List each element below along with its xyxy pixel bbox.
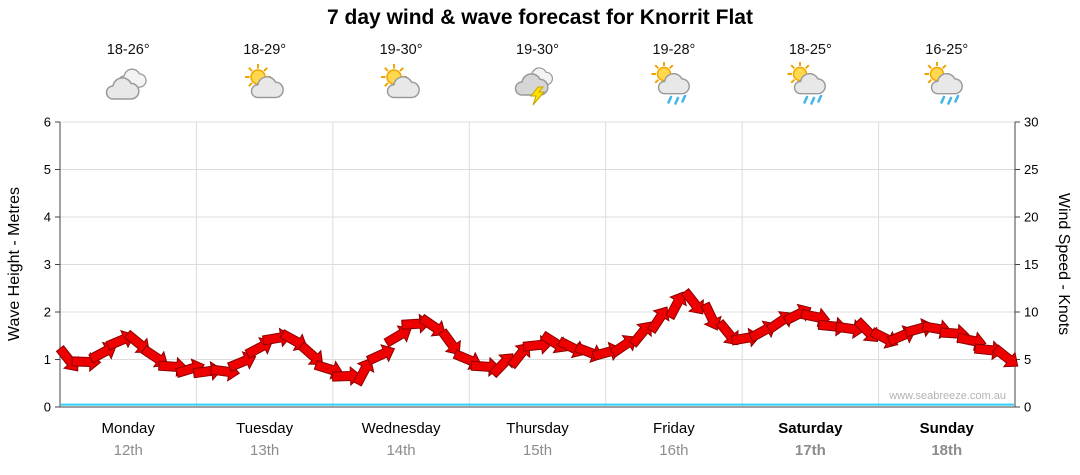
day-temp: 19-28°	[652, 42, 696, 58]
thunderstorm-icon	[469, 60, 605, 110]
day-name-label: Monday	[101, 419, 155, 437]
watermark: www.seabreeze.com.au	[889, 390, 1006, 402]
svg-text:25: 25	[1024, 162, 1038, 177]
sun-showers-icon	[742, 60, 878, 110]
day-temp: 18-25°	[788, 42, 832, 58]
partly-cloudy-icon	[196, 60, 332, 110]
cloudy-icon	[60, 60, 196, 110]
svg-text:0: 0	[44, 400, 51, 415]
svg-text:4: 4	[44, 210, 51, 225]
day-date-label: 17th	[794, 441, 826, 459]
right-axis-title: Wind Speed - Knots	[1055, 192, 1072, 336]
day-name-label: Saturday	[778, 419, 843, 437]
axes: 0 1 2 3 4 5 6 0 5 10 15 20 25 30	[44, 115, 1039, 415]
svg-text:1: 1	[44, 352, 51, 367]
partly-cloudy-icon	[333, 60, 469, 110]
day-names-row: Monday Tuesday Wednesday Thursday Friday Satu…	[60, 418, 1015, 438]
day-date-label: 15th	[522, 441, 553, 459]
svg-text:10: 10	[1024, 305, 1038, 320]
svg-text:0: 0	[1024, 400, 1031, 415]
day-date-label: 12th	[113, 441, 143, 459]
left-axis-title: Wave Height - Metres	[6, 186, 23, 342]
day-temp: 19-30°	[516, 42, 559, 58]
svg-text:5: 5	[44, 162, 51, 177]
svg-text:2: 2	[44, 305, 51, 320]
day-name-label: Friday	[653, 419, 695, 437]
day-temp: 18-29°	[243, 42, 287, 58]
svg-text:3: 3	[44, 257, 51, 272]
day-name-label: Sunday	[919, 419, 974, 437]
sun-showers-icon	[879, 60, 1015, 110]
day-temp: 16-25°	[925, 42, 969, 58]
svg-text:30: 30	[1024, 115, 1038, 130]
day-name-label: Thursday	[506, 419, 569, 437]
wind-speed-arrows	[55, 287, 1019, 387]
svg-text:20: 20	[1024, 210, 1038, 225]
day-date-label: 13th	[250, 441, 280, 459]
svg-text:15: 15	[1024, 257, 1038, 272]
day-dates-row: 12th 13th 14th 15th 16th 17th 18th	[60, 440, 1015, 460]
day-temp: 19-30°	[379, 42, 423, 58]
day-temp: 18-26°	[106, 42, 150, 58]
day-date-label: 16th	[659, 441, 689, 459]
day-icons-row	[60, 60, 1015, 110]
day-date-label: 18th	[931, 441, 963, 459]
day-temps-row: 18-26° 18-29° 19-30° 19-30° 19-28° 18-25° 16-2…	[60, 40, 1015, 60]
day-date-label: 14th	[386, 441, 416, 459]
sun-showers-icon	[606, 60, 742, 110]
page-title: 7 day wind & wave forecast for Knorrit F…	[327, 6, 753, 29]
svg-text:5: 5	[1024, 352, 1031, 367]
day-name-label: Wednesday	[361, 419, 441, 437]
svg-text:6: 6	[44, 115, 51, 130]
day-name-label: Tuesday	[236, 419, 294, 437]
